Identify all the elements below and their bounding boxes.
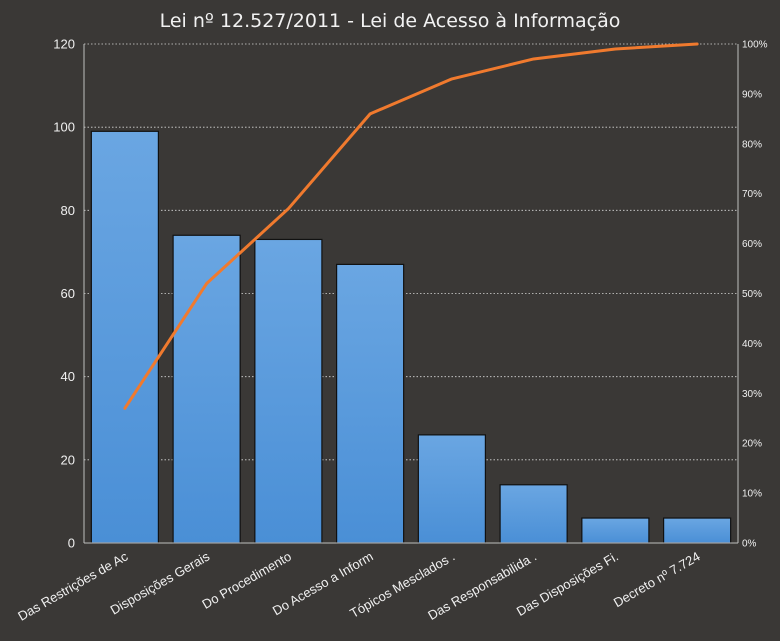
y2-tick-label: 0% bbox=[742, 539, 757, 550]
y2-tick-label: 40% bbox=[742, 339, 762, 350]
x-tick-label: Decreto nº 7.724 bbox=[611, 549, 703, 611]
bar bbox=[172, 234, 241, 544]
bar bbox=[663, 517, 732, 544]
y-tick-label: 0 bbox=[68, 536, 75, 551]
bar bbox=[581, 517, 650, 544]
y-tick-label: 60 bbox=[61, 286, 75, 301]
y2-tick-label: 80% bbox=[742, 139, 762, 150]
cumulative-line-series bbox=[123, 42, 699, 410]
y2-tick-label: 90% bbox=[742, 89, 762, 100]
cumulative-line bbox=[123, 42, 699, 410]
y2-tick-label: 70% bbox=[742, 189, 762, 200]
bar bbox=[499, 484, 568, 544]
y2-tick-label: 100% bbox=[742, 40, 768, 51]
y2-tick-label: 20% bbox=[742, 439, 762, 450]
y-tick-label: 120 bbox=[53, 37, 75, 52]
bar-series bbox=[90, 130, 732, 544]
y-tick-label: 20 bbox=[61, 452, 75, 467]
chart-title: Lei nº 12.527/2011 - Lei de Acesso à Inf… bbox=[160, 10, 621, 32]
y2-tick-label: 50% bbox=[742, 289, 762, 300]
y-tick-label: 80 bbox=[61, 203, 75, 218]
bar bbox=[336, 263, 405, 544]
axes bbox=[83, 44, 739, 544]
y-tick-label: 100 bbox=[53, 120, 75, 135]
bar bbox=[254, 238, 323, 544]
bar bbox=[90, 130, 159, 544]
y2-tick-label: 30% bbox=[742, 389, 762, 400]
y-tick-label: 40 bbox=[61, 369, 75, 384]
y2-tick-label: 60% bbox=[742, 239, 762, 250]
y2-tick-label: 10% bbox=[742, 489, 762, 500]
bar bbox=[417, 434, 486, 544]
